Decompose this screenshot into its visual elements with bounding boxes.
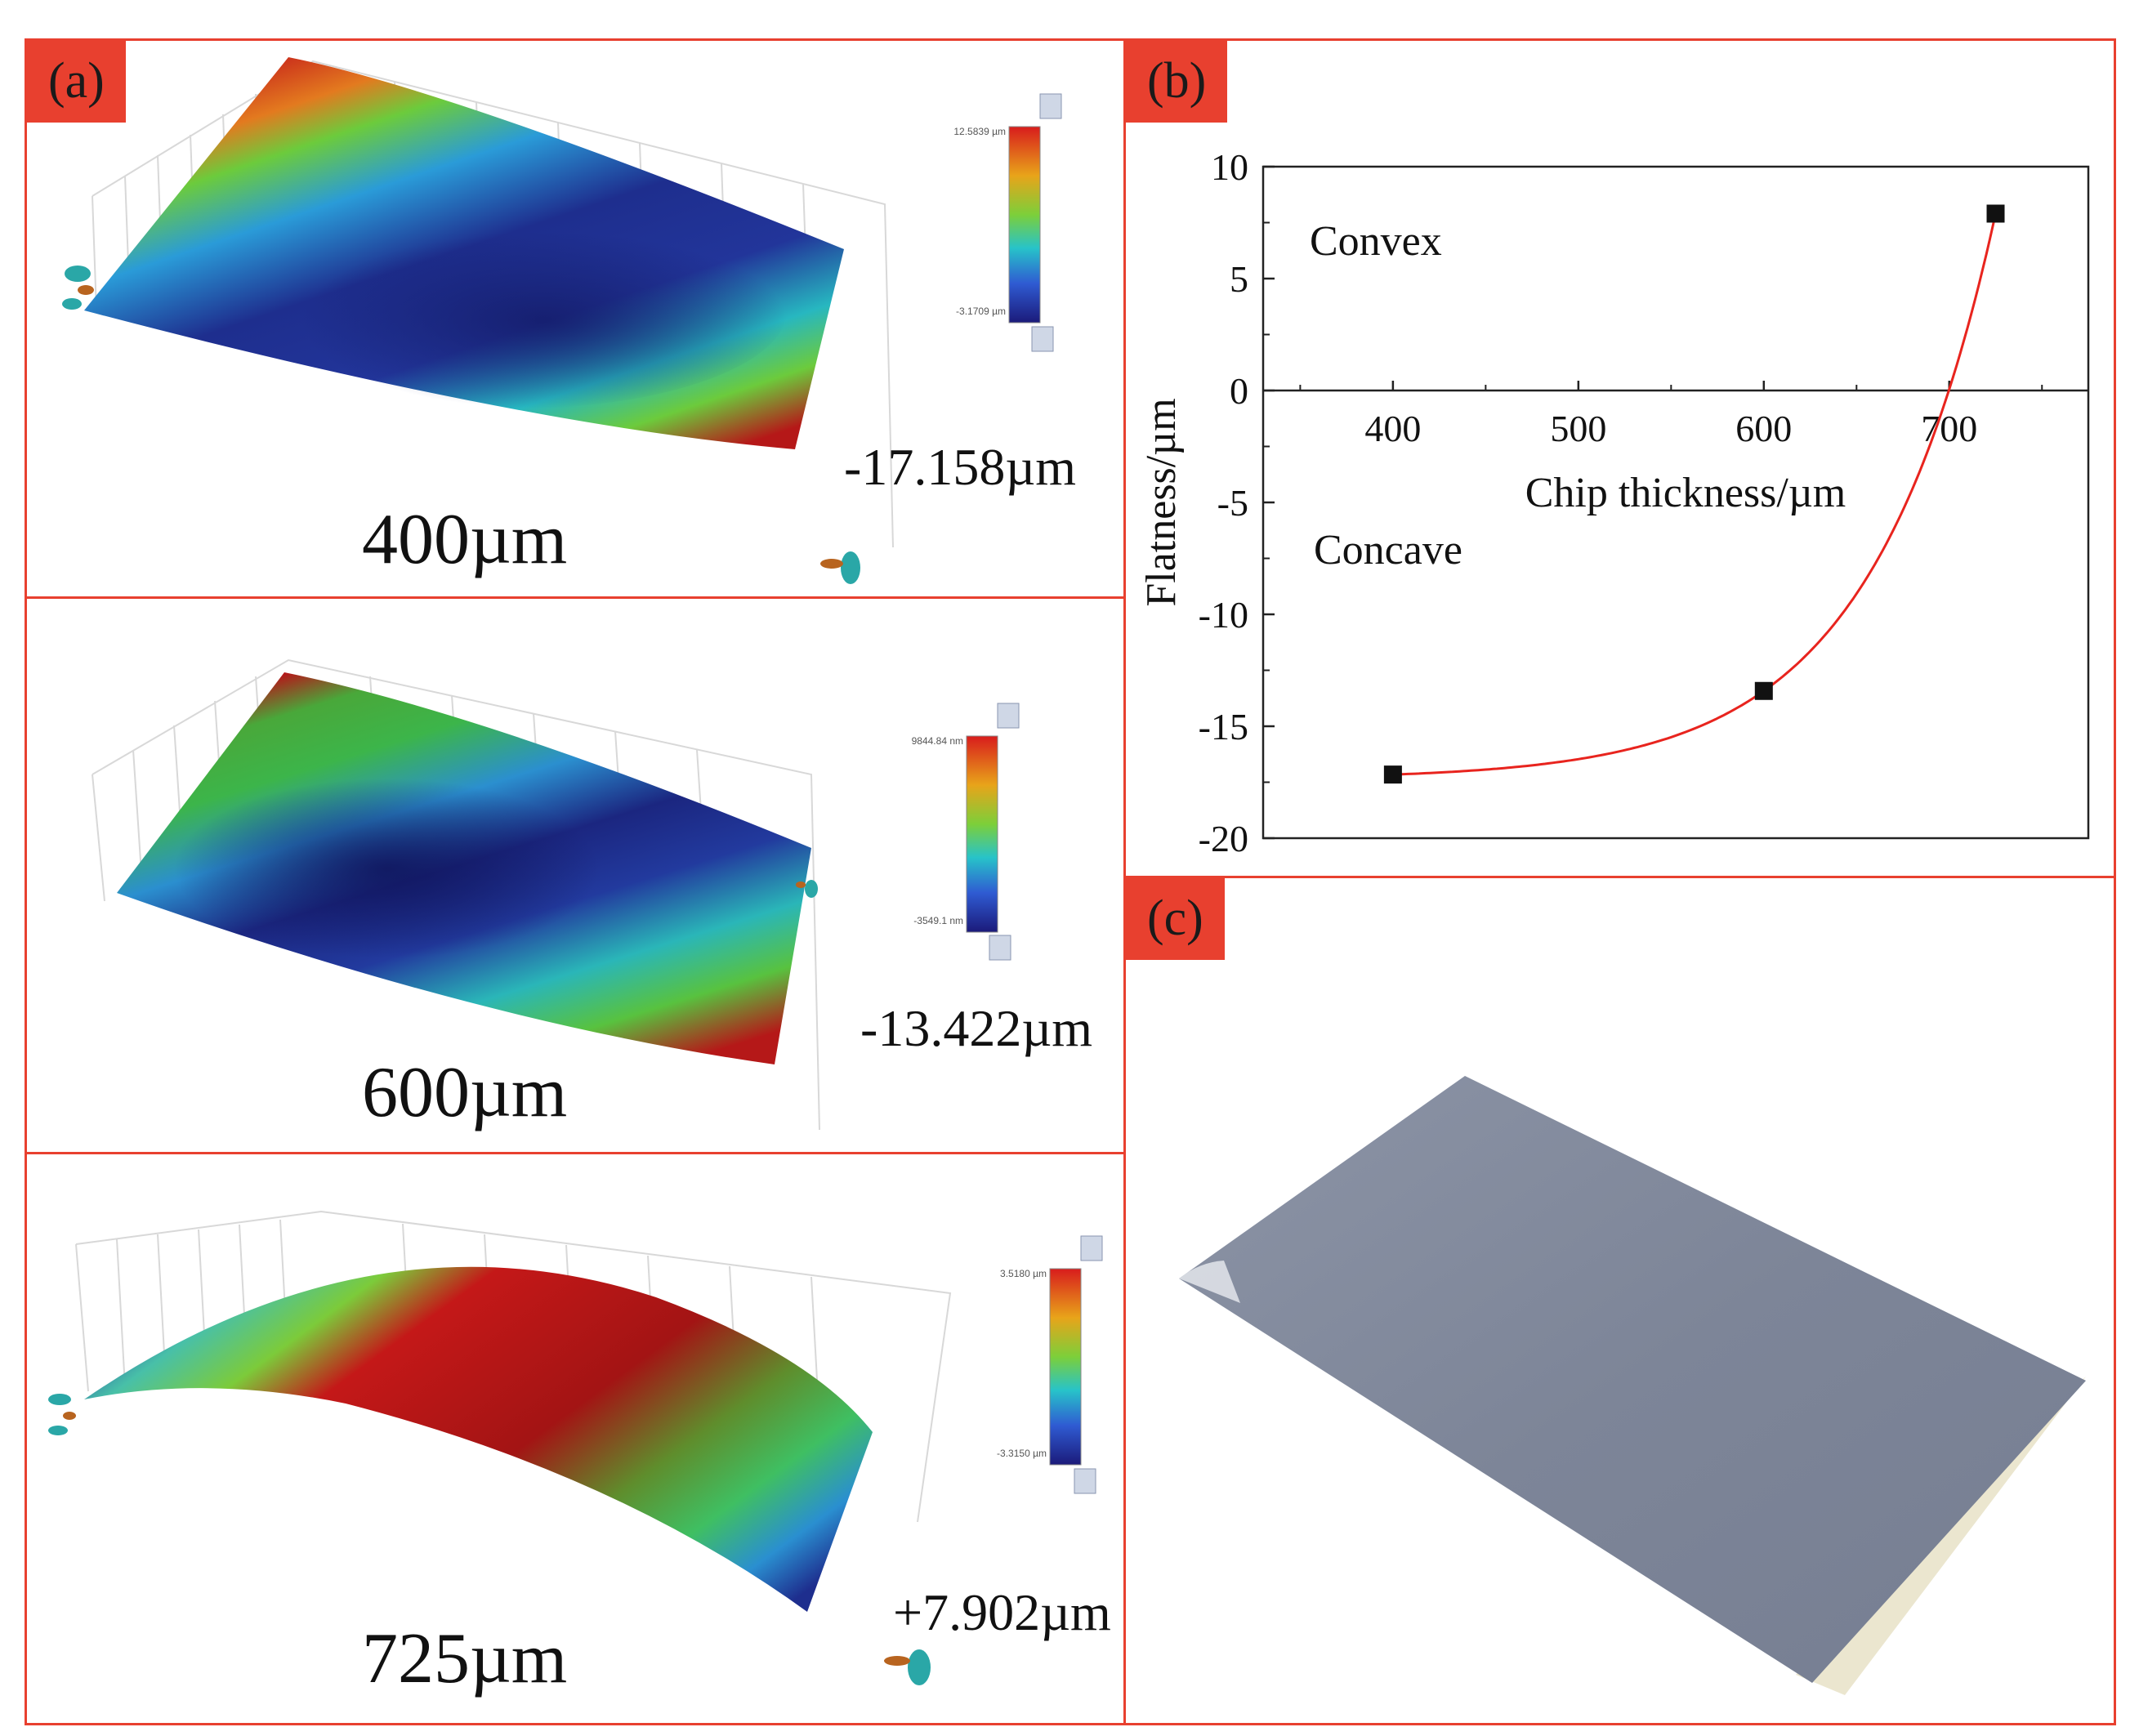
y-tick-label: -20 [1199, 818, 1248, 859]
scale-down-icon-3[interactable] [1074, 1468, 1096, 1494]
surface-map-725: 3.5180 µm -3.3150 µm [48, 1210, 1103, 1685]
thickness-label-600: 600µm [362, 1053, 568, 1132]
data-point [1754, 681, 1773, 700]
x-axis-label: Chip thickness/µm [1525, 470, 1846, 516]
fit-curve [1392, 221, 1995, 776]
annotation-convex: Convex [1310, 218, 1442, 265]
flatness-label-400: -17.158µm [844, 438, 1076, 496]
scale-up-icon-3[interactable] [1080, 1235, 1103, 1261]
axis-widget-icon-1a [62, 266, 94, 310]
scale-down-icon-2[interactable] [989, 935, 1011, 961]
x-tick-label: 500 [1550, 408, 1606, 449]
surface-map-400: 12.5839 µm -3.1709 µm [62, 57, 1062, 584]
scale-min-2: -3549.1 nm [913, 915, 963, 926]
scale-up-icon-2[interactable] [997, 703, 1020, 729]
color-scale-bar-1 [1008, 126, 1041, 324]
flatness-label-600: -13.422µm [860, 999, 1092, 1057]
y-tick-label: 5 [1230, 258, 1248, 300]
panel-c-tag: (c) [1126, 878, 1225, 960]
axis-widget-icon-2a [796, 880, 818, 898]
panel-c: (c) [1123, 876, 2116, 1725]
x-tick-label: 400 [1364, 408, 1421, 449]
data-point [1383, 765, 1402, 784]
y-tick-label: 10 [1211, 146, 1248, 188]
panel-a-divider-1 [27, 596, 1123, 599]
y-tick-label: -5 [1217, 482, 1248, 524]
y-tick-label: -15 [1199, 706, 1248, 748]
axis-widget-icon-1b [820, 551, 860, 584]
panel-a: (a) [25, 38, 1126, 1725]
x-tick-label: 600 [1735, 408, 1792, 449]
axis-widget-icon-3b [884, 1649, 931, 1685]
y-tick-label: 0 [1230, 370, 1248, 412]
color-scale-bar-3 [1049, 1268, 1082, 1466]
thickness-label-725: 725µm [362, 1619, 568, 1698]
panel-b: (b) 10 5 0 -5 -10 -15 -20 400 500 600 700 Chip th… [1123, 38, 2116, 878]
thickness-label-400: 400µm [362, 500, 568, 579]
panel-a-tag: (a) [27, 41, 126, 123]
y-axis-label: Flatness/µm [1138, 398, 1185, 606]
axis-widget-icon-3a [48, 1394, 76, 1435]
color-scale-bar-2 [966, 735, 998, 933]
chip-warpage-simulation [1179, 1076, 2086, 1695]
chip-surface [1179, 1076, 2086, 1683]
scale-max-3: 3.5180 µm [1000, 1268, 1047, 1279]
panel-b-tag: (b) [1126, 41, 1228, 123]
y-tick-label: -10 [1199, 594, 1248, 636]
scale-min-3: -3.3150 µm [997, 1448, 1047, 1459]
surface-map-600: 9844.84 nm -3549.1 nm [92, 658, 1020, 1131]
panel-a-divider-2 [27, 1152, 1123, 1154]
scale-down-icon-1[interactable] [1031, 326, 1054, 352]
scale-min-1: -3.1709 µm [956, 306, 1006, 317]
scale-max-1: 12.5839 µm [953, 126, 1006, 137]
flatness-label-725: +7.902µm [893, 1583, 1111, 1641]
annotation-concave: Concave [1314, 527, 1462, 573]
scale-max-2: 9844.84 nm [912, 735, 963, 747]
scale-up-icon-1[interactable] [1039, 93, 1062, 119]
data-point [1986, 204, 2005, 223]
